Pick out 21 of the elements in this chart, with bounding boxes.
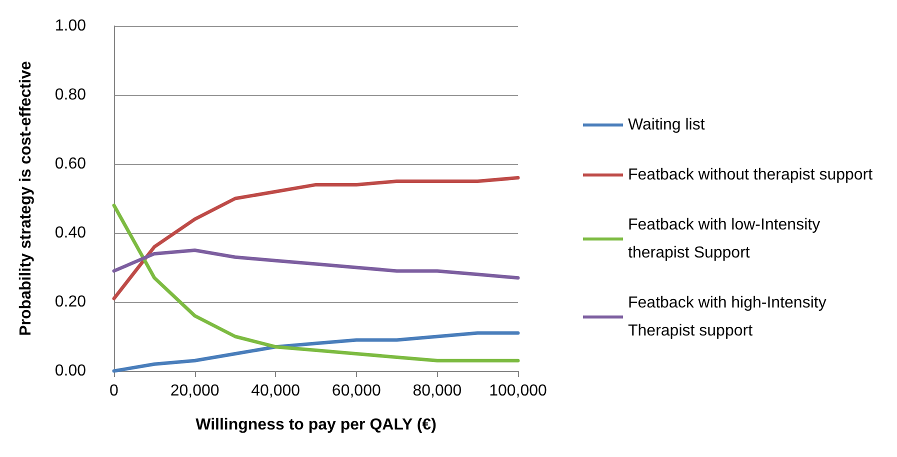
legend-label: Featback with low-Intensity therapist Support: [628, 216, 825, 262]
x-tick-label: 40,000: [251, 382, 300, 400]
legend-label: Featback with high-Intensity Therapist support: [628, 294, 831, 340]
legend-label: Waiting list: [628, 116, 706, 134]
x-tick-label: 80,000: [412, 382, 462, 400]
y-axis-title: Probability strategy is cost-effective: [18, 61, 34, 336]
x-tick-label: 0: [110, 382, 119, 400]
x-tick-label: 60,000: [332, 382, 381, 400]
line-series: [112, 248, 520, 280]
line-series: [112, 204, 520, 362]
x-axis-title: Willingness to pay per QALY (€): [196, 416, 436, 434]
legend-label: Featback without therapist support: [628, 166, 874, 184]
y-tick-label: 0.60: [54, 156, 86, 172]
y-tick-label: 1.00: [54, 18, 86, 34]
y-tick-label: 0.80: [54, 86, 86, 104]
x-tick-label: 20,000: [170, 382, 220, 400]
y-tick-label: 0.00: [54, 362, 86, 380]
y-tick-label: 0.20: [54, 294, 86, 310]
x-tick-label: 100,000: [489, 382, 548, 400]
y-tick-label: 0.40: [54, 224, 86, 242]
line-series: [112, 176, 520, 300]
